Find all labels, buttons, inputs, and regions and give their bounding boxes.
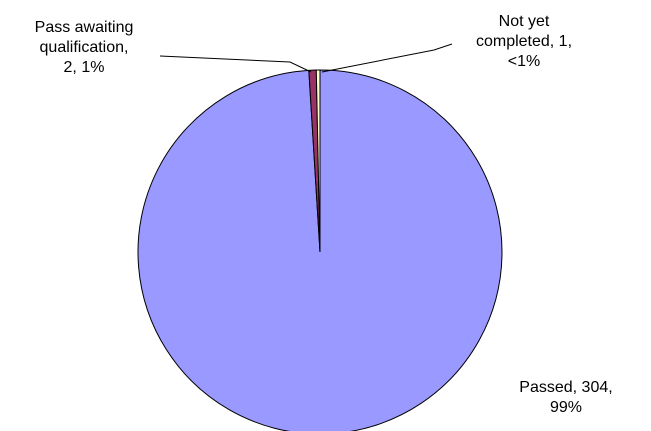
leader-lines: [159, 43, 453, 73]
label-pass-awaiting-qualification: Pass awaiting qualification, 2, 1%: [35, 19, 134, 76]
pie-slices: [137, 69, 503, 431]
label-pass-awaiting-qualification-line: qualification,: [40, 39, 129, 56]
leader-line-not-yet-completed: [321, 43, 453, 73]
label-not-yet-completed-line: <1%: [508, 53, 540, 70]
label-pass-awaiting-qualification-line: Pass awaiting: [35, 19, 134, 36]
slice-labels: Passed, 304, 99% Pass awaiting qualificatio…: [35, 13, 613, 416]
leader-line-pass-awaiting-qualification: [159, 55, 312, 73]
label-not-yet-completed: Not yet completed, 1, <1%: [476, 13, 572, 70]
slice-not-yet-completed: [315, 69, 321, 253]
slice-passed: [137, 69, 503, 431]
label-pass-awaiting-qualification-line: 2, 1%: [64, 59, 105, 76]
label-not-yet-completed-line: completed, 1,: [476, 33, 572, 50]
label-passed: Passed, 304, 99%: [519, 379, 612, 416]
label-passed-line: 99%: [550, 399, 582, 416]
label-passed-line: Passed, 304,: [519, 379, 612, 396]
label-not-yet-completed-line: Not yet: [499, 13, 550, 30]
